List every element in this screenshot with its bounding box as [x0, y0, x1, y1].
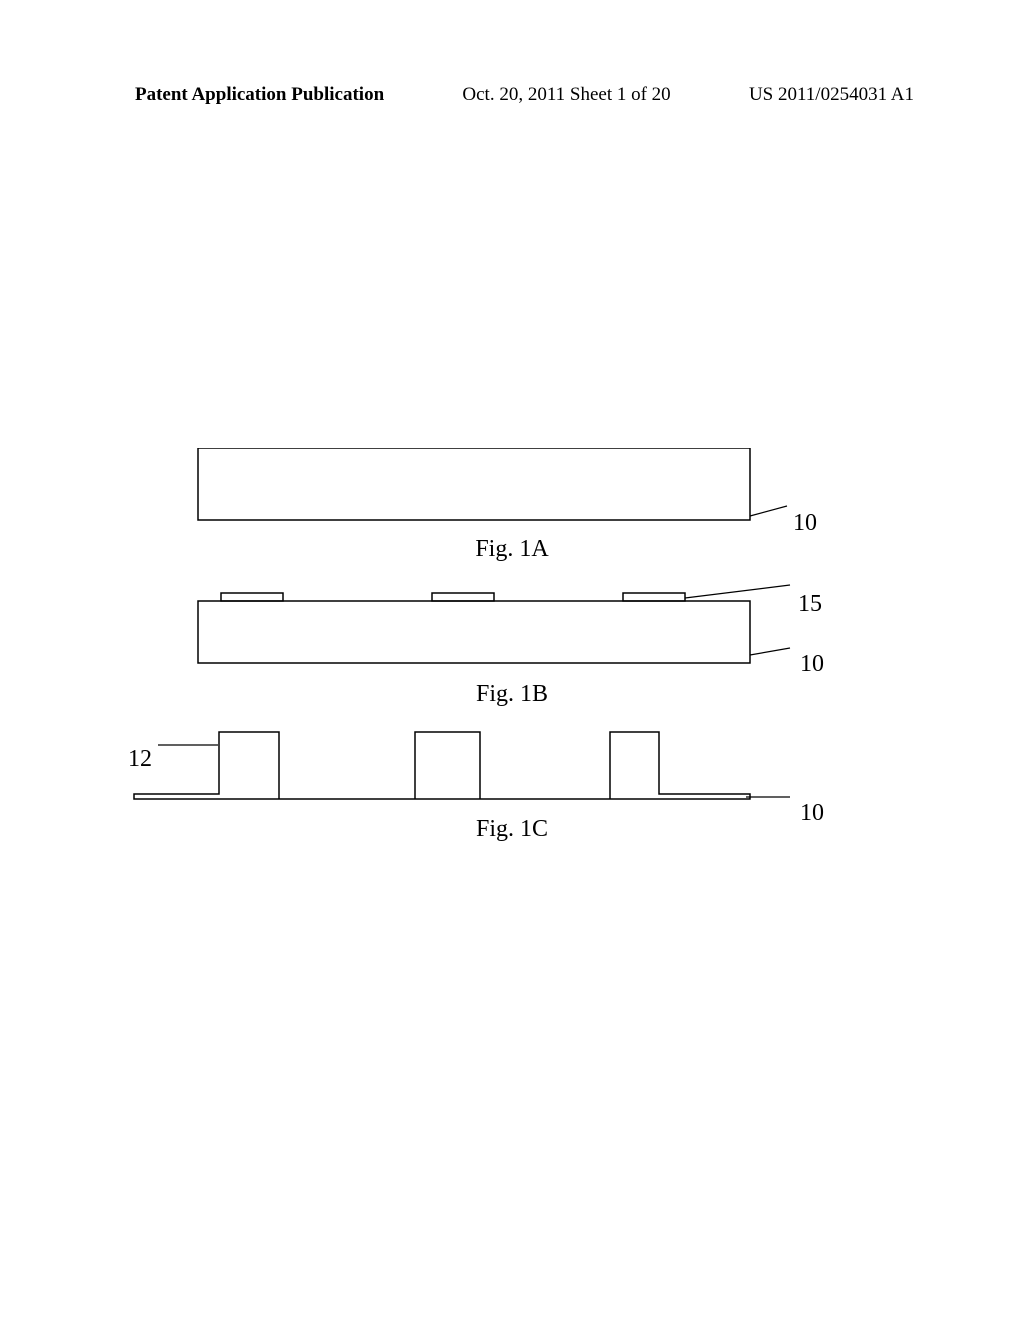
reference-label-15: 15	[798, 591, 822, 618]
reference-label-10: 10	[800, 800, 824, 827]
figure-1b-caption: Fig. 1B	[0, 681, 1024, 708]
header-publication-type: Patent Application Publication	[135, 84, 384, 106]
figure-1a: 10 Fig. 1A	[0, 448, 1024, 563]
figure-1a-drawing	[0, 448, 1024, 528]
page-header: Patent Application Publication Oct. 20, …	[0, 84, 1024, 106]
tab-rect	[221, 593, 283, 601]
leader-line-10	[750, 648, 790, 655]
figure-1c: 12 10 Fig. 1C	[0, 728, 1024, 843]
figure-1b-drawing	[0, 583, 1024, 673]
etched-profile-path	[134, 732, 750, 799]
reference-label-10: 10	[800, 651, 824, 678]
leader-line-10	[750, 506, 787, 516]
figure-1c-caption: Fig. 1C	[0, 816, 1024, 843]
figure-1a-caption: Fig. 1A	[0, 536, 1024, 563]
tab-rect	[623, 593, 685, 601]
leader-line-15	[685, 585, 790, 598]
substrate-rect	[198, 448, 750, 520]
header-publication-number: US 2011/0254031 A1	[749, 84, 914, 106]
figure-1b: 15 10 Fig. 1B	[0, 583, 1024, 708]
header-date-sheet: Oct. 20, 2011 Sheet 1 of 20	[462, 84, 670, 106]
reference-label-12: 12	[128, 746, 152, 773]
substrate-rect	[198, 601, 750, 663]
figure-1c-drawing	[0, 728, 1024, 808]
tab-rect	[432, 593, 494, 601]
reference-label-10: 10	[793, 510, 817, 537]
